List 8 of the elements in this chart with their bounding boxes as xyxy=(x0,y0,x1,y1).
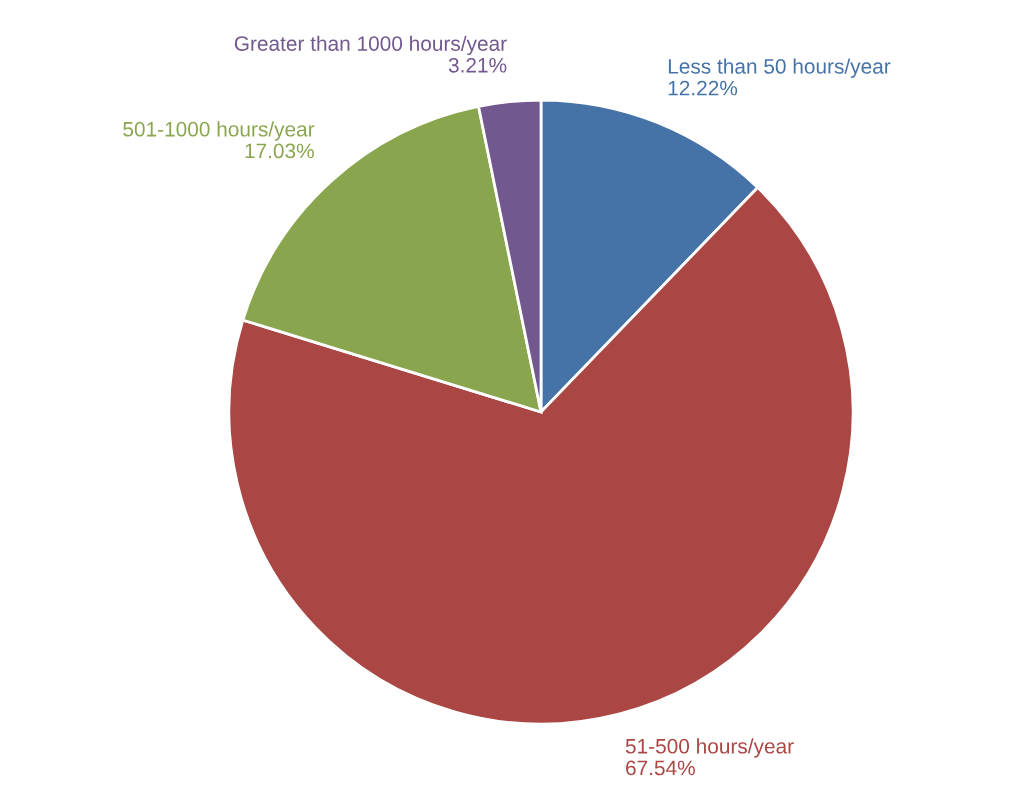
slice-label: Greater than 1000 hours/year xyxy=(234,35,507,56)
slice-label: Less than 50 hours/year xyxy=(668,58,891,78)
data-label: 12.22% xyxy=(668,80,738,96)
data-label: 3.21% xyxy=(448,57,507,73)
slice-label: 501-1000 hours/year xyxy=(123,121,315,141)
data-label: 17.03% xyxy=(245,143,314,159)
slice-label: 51-500 hours/year xyxy=(625,738,794,758)
data-label: 67.54% xyxy=(626,760,695,776)
